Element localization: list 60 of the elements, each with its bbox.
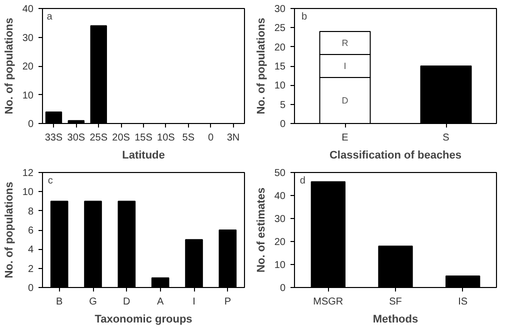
x-tick-label: 30S bbox=[67, 132, 86, 144]
y-tick-label: 15 bbox=[274, 62, 286, 72]
x-tick-label: MSGR bbox=[313, 296, 344, 308]
annotation: a bbox=[46, 12, 53, 22]
y-tick-label: 0 bbox=[280, 119, 286, 130]
y-axis-title: No. of populations bbox=[3, 182, 16, 278]
y-tick-label: 10 bbox=[22, 90, 34, 102]
x-tick-label: G bbox=[89, 296, 98, 308]
x-tick-label: 10S bbox=[157, 132, 176, 144]
y-tick-label: 10 bbox=[22, 187, 34, 198]
y-tick-label: 30 bbox=[274, 4, 286, 15]
y-tick-label: 40 bbox=[22, 4, 34, 15]
x-tick-label: S bbox=[442, 132, 450, 144]
y-axis-title: No. of estimates bbox=[255, 188, 268, 272]
y-tick-label: 2 bbox=[28, 264, 34, 275]
x-tick-label: IS bbox=[458, 296, 468, 308]
x-tick-label: 25S bbox=[90, 132, 108, 144]
x-axis-title: Taxonomic groups bbox=[94, 314, 192, 326]
y-tick-label: 6 bbox=[28, 226, 34, 236]
y-tick-label: 4 bbox=[28, 244, 34, 256]
y-tick-label: 5 bbox=[280, 100, 286, 111]
x-tick-label: E bbox=[342, 132, 349, 144]
x-tick-label: A bbox=[157, 296, 164, 308]
series-label: R bbox=[342, 38, 349, 48]
x-tick-label: 15S bbox=[134, 132, 153, 144]
y-tick-label: 40 bbox=[274, 191, 286, 202]
x-axis-title: Methods bbox=[372, 314, 418, 326]
annotation: c bbox=[48, 176, 53, 186]
x-tick-label: 20S bbox=[112, 132, 130, 144]
y-axis-title: No. of populations bbox=[3, 18, 16, 114]
annotation: d bbox=[300, 176, 306, 186]
y-tick-label: 30 bbox=[274, 214, 286, 225]
y-tick-label: 30 bbox=[22, 32, 34, 44]
y-tick-label: 10 bbox=[274, 80, 286, 92]
y-tick-label: 10 bbox=[274, 260, 286, 271]
x-tick-label: D bbox=[123, 296, 130, 308]
x-tick-label: P bbox=[224, 296, 232, 308]
y-tick-label: 8 bbox=[28, 206, 34, 218]
y-tick-label: 20 bbox=[22, 62, 34, 72]
x-tick-label: B bbox=[56, 296, 63, 308]
y-tick-label: 0 bbox=[280, 283, 286, 294]
x-tick-label: I bbox=[192, 296, 196, 308]
x-tick-label: SF bbox=[389, 296, 402, 308]
y-tick-label: 50 bbox=[274, 168, 286, 179]
x-tick-label: 3N bbox=[226, 132, 240, 144]
y-tick-label: 12 bbox=[22, 168, 34, 179]
x-tick-label: 5S bbox=[182, 132, 195, 144]
y-tick-label: 20 bbox=[274, 237, 286, 248]
y-tick-label: 0 bbox=[28, 119, 34, 130]
x-axis-title: Classification of beaches bbox=[329, 150, 462, 162]
x-tick-label: 33S bbox=[44, 132, 63, 144]
series-label: D bbox=[342, 96, 349, 106]
x-axis-title: Latitude bbox=[122, 150, 165, 162]
x-tick-label: 0 bbox=[208, 132, 214, 144]
y-tick-label: 25 bbox=[274, 23, 286, 34]
y-tick-label: 20 bbox=[274, 42, 286, 54]
y-axis-title: No. of populations bbox=[255, 18, 268, 114]
annotation: b bbox=[302, 12, 308, 22]
series-label: I bbox=[344, 61, 346, 71]
y-tick-label: 0 bbox=[28, 283, 34, 294]
